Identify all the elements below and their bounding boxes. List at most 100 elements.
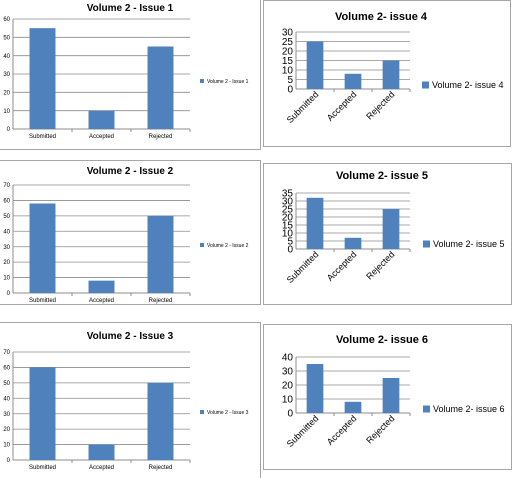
chart-6-category-label: Accepted [325,413,359,447]
chart-3-category-label: Submitted [29,465,56,471]
chart-1-y-tick-label: 50 [3,35,10,41]
chart-5-category-label: Accepted [325,249,359,283]
chart-3-y-tick-label: 0 [7,458,11,464]
chart-4-y-tick-label: 20 [282,47,294,58]
chart-2-y-tick-label: 60 [3,199,10,205]
chart-2-category-label: Submitted [29,298,56,304]
chart-2-legend-label: Volume 2 - Issue 2 [207,243,249,249]
chart-1-title: Volume 2 - Issue 1 [87,3,174,14]
chart-3-y-tick-label: 70 [3,350,10,356]
chart-issue-1-svg: Volume 2 - Issue 1 0 10 20 30 40 50 60 Submitted… [3,3,249,140]
chart-6-y-tick-label: 0 [287,409,293,420]
chart-6-title: Volume 2- issue 6 [336,334,428,346]
chart-1-y-tick-label: 40 [3,54,10,60]
chart-2-category-label: Accepted [89,298,114,304]
chart-4-y-tick-label: 5 [287,75,293,86]
chart-1-y-tick-label: 0 [7,127,11,133]
chart-1-bar-rejected [147,46,174,129]
chart-1-y-tick-label: 10 [3,109,10,115]
chart-2-title: Volume 2 - Issue 2 [87,166,174,177]
chart-6-y-tick-label: 20 [282,381,294,392]
chart-4-legend-swatch [422,81,429,89]
chart-5-y-tick-label: 5 [287,237,293,248]
chart-2-y-tick-label: 40 [3,229,10,235]
chart-issue-5-svg: Volume 2- issue 505101520253035Submitted… [282,170,505,285]
chart-2-y-tick-label: 20 [3,260,10,266]
chart-issue-1: Volume 2 - Issue 1 0 10 20 30 40 50 60 Submitted… [0,0,261,150]
chart-2-bar-accepted [88,280,115,293]
chart-1-legend-swatch [200,79,204,83]
chart-2-y-tick-label: 0 [7,291,11,297]
chart-2-category-label: Rejected [149,298,173,304]
chart-1-category-label: Accepted [89,134,114,140]
chart-1-category-label: Submitted [29,134,56,140]
chart-5-bar-accepted [344,237,362,249]
chart-3-y-tick-label: 30 [3,412,10,418]
chart-4-title: Volume 2- issue 4 [335,11,428,23]
chart-issue-4: Volume 2- issue 4 0 5 10 15 20 25 30 Submitted Ac… [263,0,511,147]
chart-4-bar-accepted [344,73,362,89]
chart-5-y-tick-label: 35 [282,189,294,200]
chart-3-y-tick-label: 20 [3,427,10,433]
chart-4-y-tick-label: 10 [282,66,294,77]
chart-1-y-tick-label: 30 [3,72,10,78]
chart-3-legend-label: Volume 2 - Issue 3 [207,410,249,416]
chart-2-y-tick-label: 50 [3,214,10,220]
chart-4-category-label: Accepted [325,89,359,123]
chart-3-y-tick-label: 60 [3,366,10,372]
chart-6-bar-submitted [306,364,324,413]
chart-5-y-tick-label: 10 [282,229,294,240]
chart-6-y-tick-label: 40 [282,353,294,364]
chart-1-bar-submitted [29,28,56,130]
chart-issue-3: Volume 2 - Issue 3 0 10 20 30 40 50 60 70 Submitt… [0,322,261,478]
chart-4-y-tick-label: 0 [287,85,293,96]
chart-4-y-tick-label: 25 [282,37,294,48]
chart-3-category-label: Rejected [149,465,173,471]
chart-issue-6: Volume 2- issue 6 0 10 20 30 40 Submitted Accep… [263,324,512,470]
chart-5-y-tick-label: 20 [282,213,294,224]
chart-3-bar-submitted [29,367,56,460]
chart-6-legend-swatch [423,405,430,413]
chart-2-y-tick-label: 30 [3,245,10,251]
chart-6-category-label: Rejected [364,413,396,445]
chart-5-y-tick-label: 0 [287,245,293,256]
chart-3-bar-rejected [147,382,174,460]
chart-5-legend-label: Volume 2- issue 5 [433,239,505,249]
chart-3-bar-accepted [88,444,115,460]
chart-5-y-tick-label: 30 [282,197,294,208]
chart-2-bar-submitted [29,203,56,293]
chart-5-y-tick-label: 25 [282,205,294,216]
chart-5-y-tick-label: 15 [282,221,294,232]
chart-3-y-tick-label: 50 [3,381,10,387]
chart-2-bar-rejected [147,215,174,293]
chart-6-bar-rejected [382,378,400,413]
chart-1-category-label: Rejected [149,134,173,140]
chart-issue-3-svg: Volume 2 - Issue 3 0 10 20 30 40 50 60 70 Submitt… [3,331,249,471]
chart-6-bar-accepted [344,401,362,413]
chart-2-legend-swatch [200,243,204,247]
chart-4-y-tick-label: 30 [282,28,294,39]
chart-4-category-label: Rejected [364,89,396,121]
chart-5-bar-rejected [382,209,400,249]
chart-3-category-label: Accepted [89,465,114,471]
chart-1-y-tick-label: 60 [3,17,10,23]
chart-3-title: Volume 2 - Issue 3 [87,331,174,342]
chart-issue-5: Volume 2- issue 5 0 5 10 15 20 25 30 35 Submitted… [263,163,512,305]
chart-3-legend-swatch [200,410,204,414]
chart-4-y-tick-label: 15 [282,56,294,67]
chart-5-category-label: Rejected [364,249,396,281]
chart-4-bar-submitted [306,41,324,89]
chart-3-y-tick-label: 10 [3,443,10,449]
chart-1-bar-accepted [88,110,115,129]
chart-6-y-tick-label: 10 [282,395,294,406]
chart-1-legend-label: Volume 2 - Issue 1 [207,79,249,85]
chart-2-y-tick-label: 10 [3,276,10,282]
chart-issue-2: Volume 2 - Issue 2 0 10 20 30 40 50 60 70 Submitt… [0,160,261,305]
chart-issue-2-svg: Volume 2 - Issue 2 0 10 20 30 40 50 60 70 Submitt… [3,166,249,304]
chart-5-bar-submitted [306,197,324,249]
chart-6-legend-label: Volume 2- issue 6 [433,404,505,414]
chart-5-title: Volume 2- issue 5 [336,170,428,182]
chart-2-y-tick-label: 70 [3,183,10,189]
